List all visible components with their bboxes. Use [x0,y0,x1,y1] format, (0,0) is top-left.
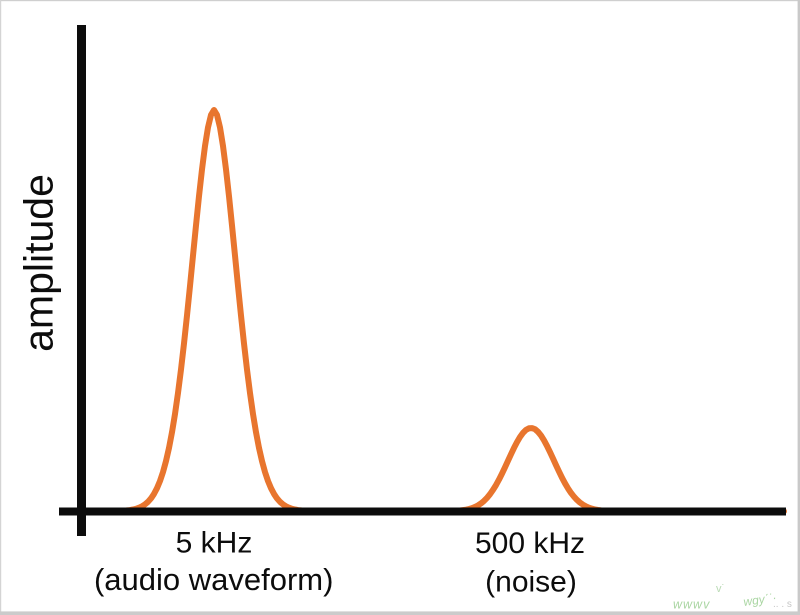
svg-text:wwwv: wwwv [673,598,710,612]
svg-text:(audio waveform): (audio waveform) [94,562,333,597]
svg-text:v˙: v˙ [716,583,725,595]
svg-text:5 kHz: 5 kHz [176,527,253,560]
svg-text:.. . s: .. . s [773,599,792,610]
svg-text:amplitude: amplitude [16,174,62,352]
svg-text:500 kHz: 500 kHz [475,527,585,560]
svg-text:wgyˊ˙·: wgyˊ˙· [742,590,777,609]
svg-text:(noise): (noise) [485,566,577,599]
